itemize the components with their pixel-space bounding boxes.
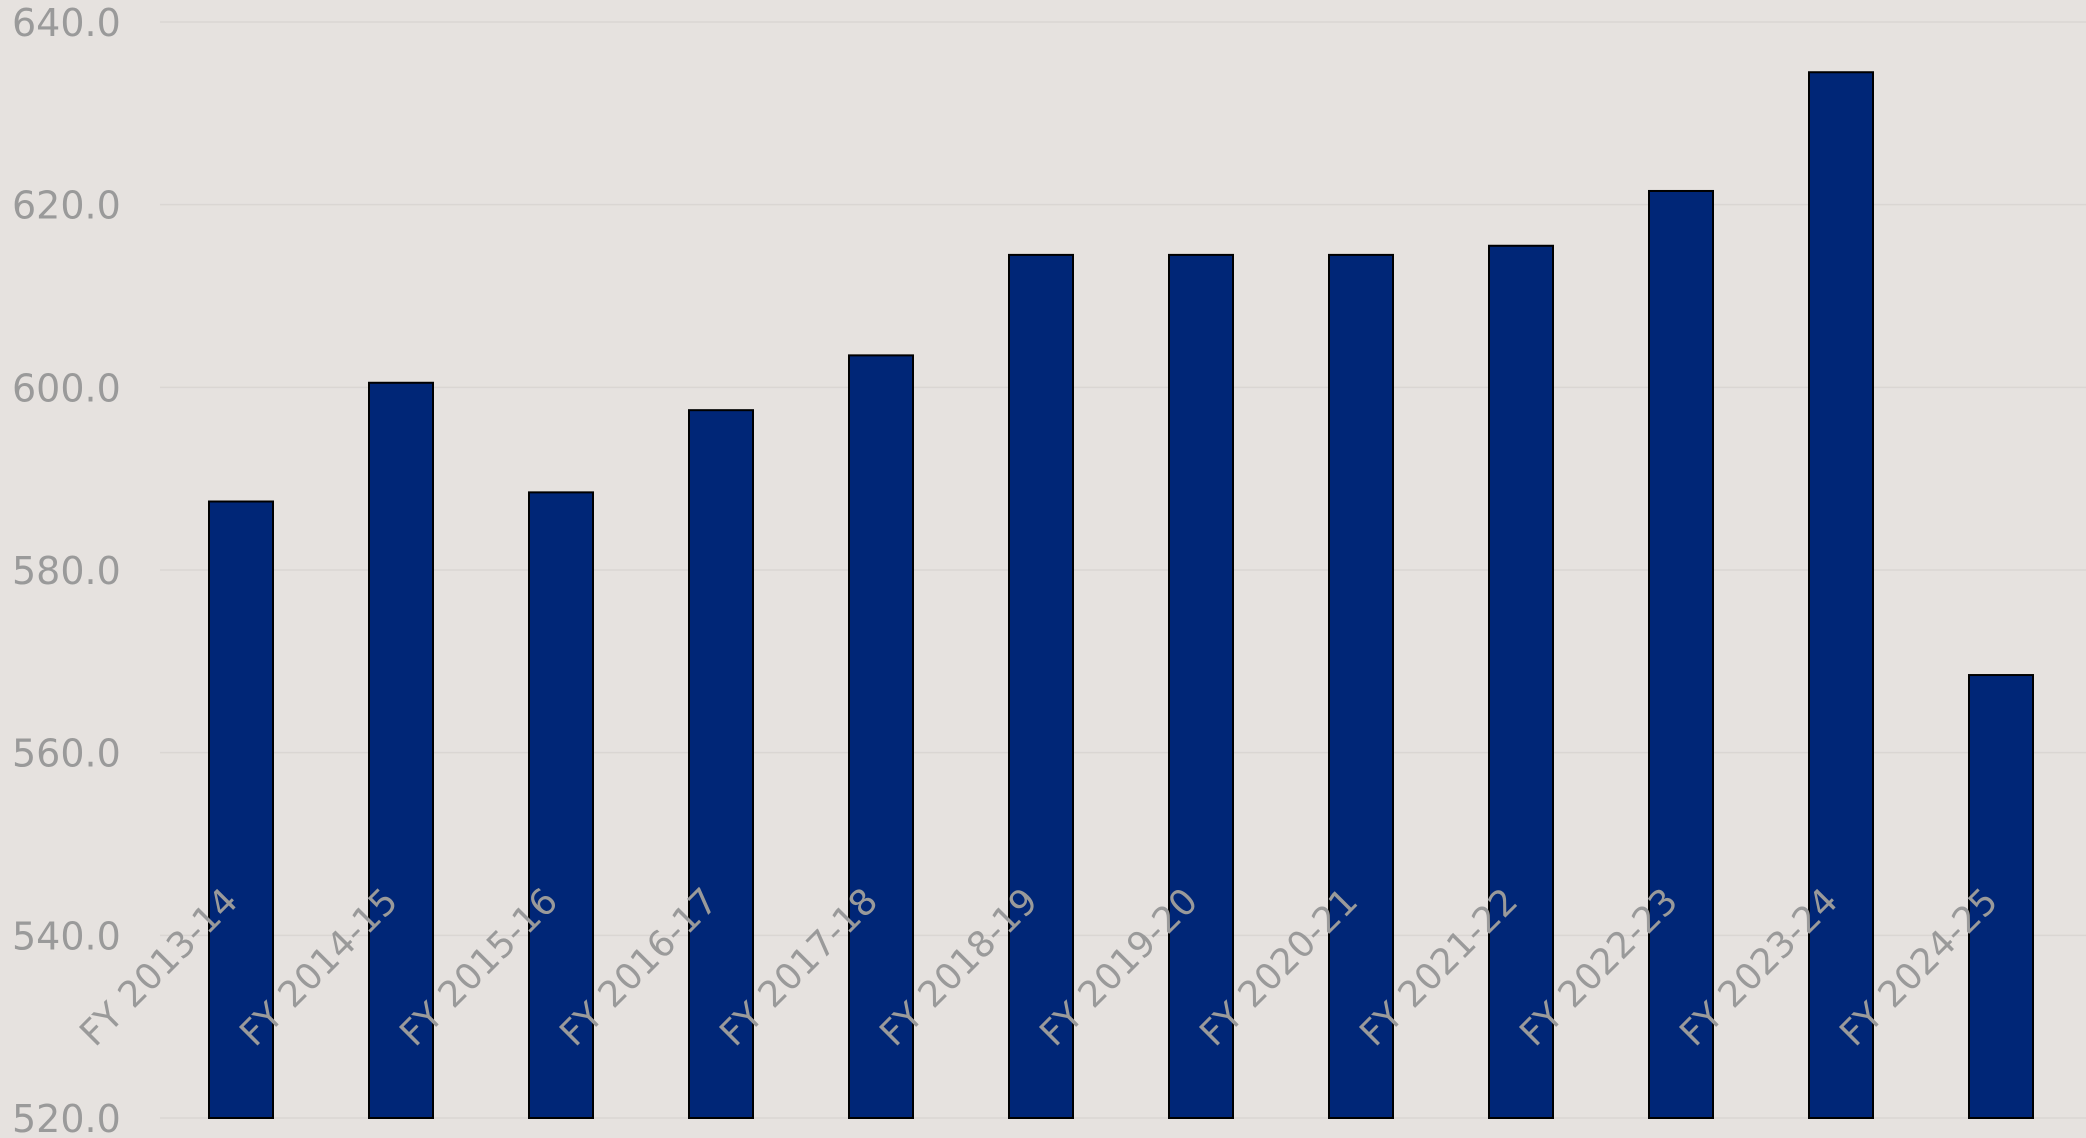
bar-fy-2024-25 <box>1968 674 2034 1119</box>
y-tick-label: 640.0 <box>12 1 121 45</box>
bar-fy-2023-24 <box>1808 71 1874 1120</box>
y-tick-label: 620.0 <box>12 184 121 228</box>
bar-fy-2021-22 <box>1488 244 1554 1119</box>
y-tick-label: 600.0 <box>12 366 121 410</box>
bar-fy-2020-21 <box>1328 253 1394 1119</box>
bar-fy-2016-17 <box>688 409 754 1119</box>
bars <box>208 71 2034 1120</box>
bar-fy-2019-20 <box>1168 253 1234 1119</box>
bar-fy-2015-16 <box>528 491 594 1120</box>
bar-fy-2014-15 <box>368 381 434 1119</box>
bar-fy-2022-23 <box>1648 189 1714 1119</box>
y-tick-label: 560.0 <box>12 732 121 776</box>
y-axis-tick-labels: 520.0 540.0 560.0 580.0 600.0 620.0 640.0 <box>12 1 121 1138</box>
bar-fy-2013-14 <box>208 500 274 1119</box>
bar-fy-2017-18 <box>848 354 914 1120</box>
y-tick-label: 520.0 <box>12 1097 121 1138</box>
y-tick-label: 580.0 <box>12 549 121 593</box>
gridlines <box>160 21 2086 1119</box>
y-tick-label: 540.0 <box>12 914 121 958</box>
bar-fy-2018-19 <box>1008 253 1074 1119</box>
